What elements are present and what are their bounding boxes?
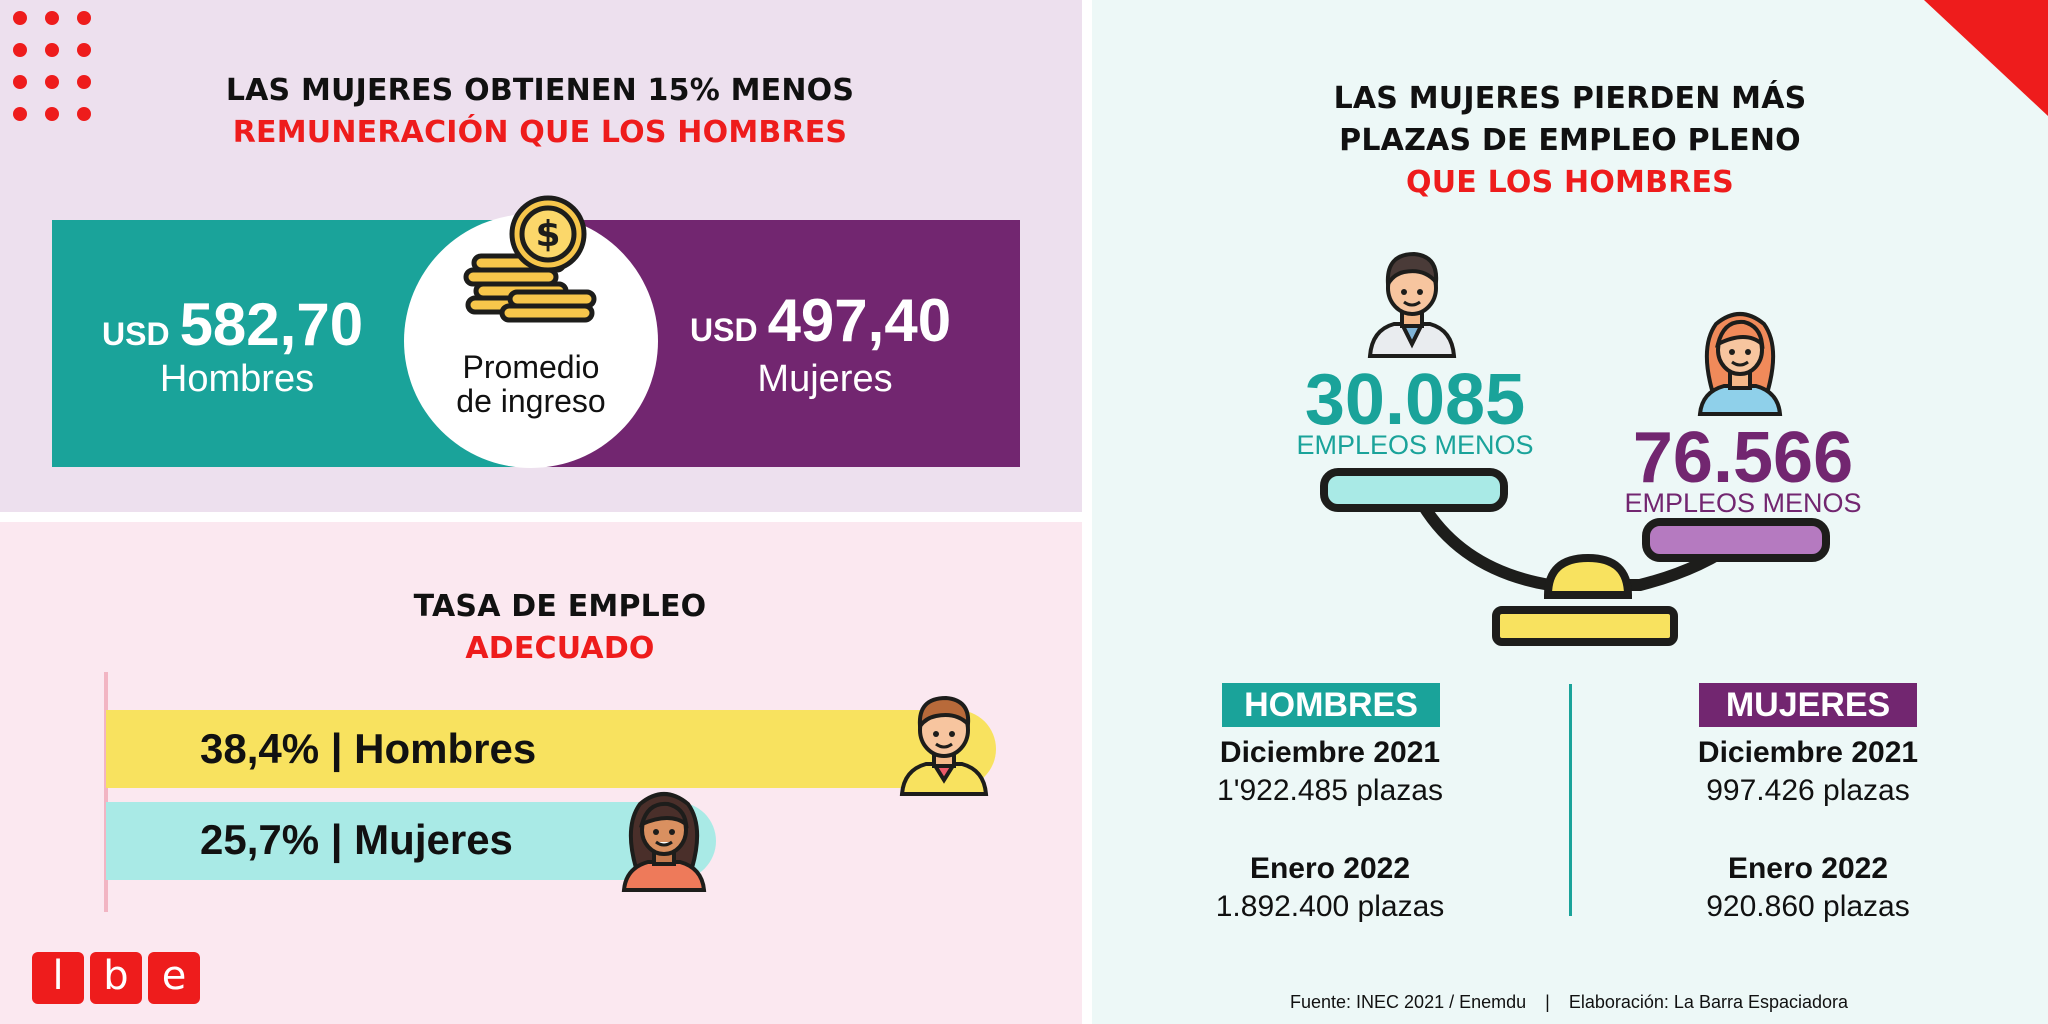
jobs-title-line3: QUE LOS HOMBRES [1406, 165, 1734, 200]
income-circle-label: Promedio de ingreso [404, 350, 658, 418]
credit-text: Elaboración: La Barra Espaciadora [1568, 992, 1849, 1012]
men-pay-label: Hombres [159, 358, 315, 400]
logo-letter-e: e [148, 952, 200, 1004]
coin-stack-dollar-icon: $ [463, 195, 597, 323]
men-jobs-lost-label: EMPLEOS MENOS [1296, 430, 1534, 460]
source-text: Fuente: INEC 2021 / Enemdu [1290, 992, 1527, 1012]
income-circle-line2: de ingreso [456, 383, 606, 419]
women-value1: 997.426 plazas [1706, 774, 1910, 807]
balance-scale-icon [1320, 468, 1830, 646]
women-jobs-lost-number: 76.566 [1632, 418, 1854, 498]
men-pay-currency: USD [102, 316, 170, 352]
woman-avatar-icon [621, 792, 707, 892]
logo-letter-l: l [32, 952, 84, 1004]
man-avatar-icon [899, 695, 989, 796]
svg-text:$: $ [535, 214, 560, 255]
men-value2: 1.892.400 plazas [1215, 890, 1445, 923]
rate-title: TASA DE EMPLEO ADECUADO [290, 586, 830, 670]
men-period1: Diciembre 2021 [1219, 736, 1441, 769]
footer-separator: | [1545, 992, 1550, 1012]
woman-figure-icon [1697, 312, 1783, 416]
women-pay-value: 497,40 [767, 287, 952, 354]
men-value1: 1'922.485 plazas [1217, 774, 1443, 807]
jobs-title-line2: PLAZAS DE EMPLEO PLENO [1339, 123, 1801, 158]
rate-title-line2: ADECUADO [465, 631, 655, 666]
pay-title-line1: LAS MUJERES OBTIENEN 15% MENOS [225, 73, 855, 108]
men-tag: HOMBRES [1222, 683, 1440, 727]
women-value2: 920.860 plazas [1706, 890, 1910, 923]
logo-letter-b: b [90, 952, 142, 1004]
source-footer: Fuente: INEC 2021 / Enemdu | Elaboración… [1290, 992, 1848, 1013]
men-rate-bar [106, 710, 996, 788]
women-rate-bar [106, 802, 716, 880]
corner-triangle-icon [1924, 0, 2048, 116]
rate-axis-line [104, 672, 108, 912]
women-period1: Diciembre 2021 [1697, 736, 1919, 769]
income-circle-line1: Promedio [462, 349, 600, 385]
decorative-dots-icon [13, 11, 91, 121]
jobs-title-line1: LAS MUJERES PIERDEN MÁS [1333, 81, 1807, 116]
men-pay-value: 582,70 [179, 291, 364, 358]
women-jobs-lost-label: EMPLEOS MENOS [1624, 488, 1862, 518]
women-pay-label: Mujeres [757, 358, 893, 400]
lbe-logo: l b e [32, 952, 200, 1004]
women-period2: Enero 2022 [1727, 852, 1889, 885]
pay-title-line2: REMUNERACIÓN QUE LOS HOMBRES [232, 115, 848, 150]
men-rate-label: 38,4% | Hombres [200, 725, 537, 772]
men-pay-amount: USD 582,70 [102, 290, 402, 359]
jobs-title: LAS MUJERES PIERDEN MÁS PLAZAS DE EMPLEO… [1200, 78, 1940, 204]
rate-title-line1: TASA DE EMPLEO [413, 589, 707, 624]
women-tag: MUJERES [1699, 683, 1917, 727]
man-figure-icon [1367, 251, 1457, 358]
pay-title: LAS MUJERES OBTIENEN 15% MENOS REMUNERAC… [140, 70, 940, 154]
women-pay-currency: USD [690, 312, 758, 348]
women-pay-amount: USD 497,40 [690, 286, 990, 355]
men-period2: Enero 2022 [1249, 852, 1411, 885]
women-rate-label: 25,7% | Mujeres [200, 816, 513, 863]
column-divider [1569, 684, 1572, 916]
men-jobs-lost-number: 30.085 [1304, 360, 1526, 440]
